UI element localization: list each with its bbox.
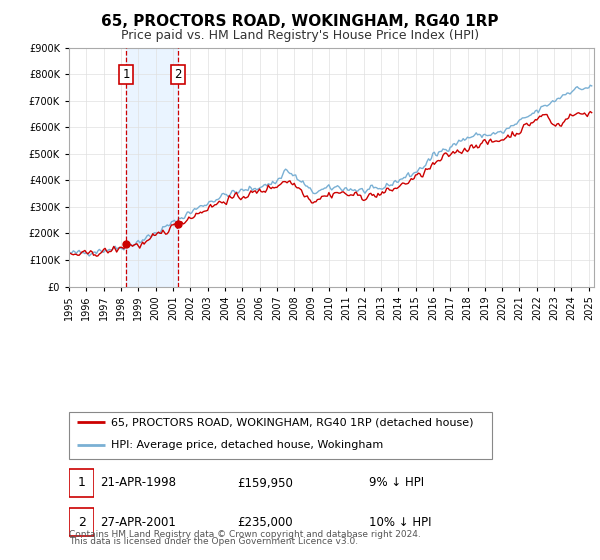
Text: HPI: Average price, detached house, Wokingham: HPI: Average price, detached house, Woki…: [112, 440, 383, 450]
Text: Contains HM Land Registry data © Crown copyright and database right 2024.: Contains HM Land Registry data © Crown c…: [69, 530, 421, 539]
Bar: [126, 48, 178, 287]
FancyBboxPatch shape: [69, 412, 492, 459]
Text: 21-APR-1998: 21-APR-1998: [100, 477, 176, 489]
Text: 2: 2: [175, 68, 182, 81]
Text: 27-APR-2001: 27-APR-2001: [100, 516, 176, 529]
Text: Price paid vs. HM Land Registry's House Price Index (HPI): Price paid vs. HM Land Registry's House …: [121, 29, 479, 42]
Text: 65, PROCTORS ROAD, WOKINGHAM, RG40 1RP: 65, PROCTORS ROAD, WOKINGHAM, RG40 1RP: [101, 14, 499, 29]
Text: £159,950: £159,950: [237, 477, 293, 489]
Text: 65, PROCTORS ROAD, WOKINGHAM, RG40 1RP (detached house): 65, PROCTORS ROAD, WOKINGHAM, RG40 1RP (…: [112, 417, 474, 427]
Text: This data is licensed under the Open Government Licence v3.0.: This data is licensed under the Open Gov…: [69, 537, 358, 546]
FancyBboxPatch shape: [69, 508, 94, 536]
Text: 1: 1: [77, 477, 86, 489]
Text: 9% ↓ HPI: 9% ↓ HPI: [369, 477, 424, 489]
Text: £235,000: £235,000: [237, 516, 293, 529]
FancyBboxPatch shape: [69, 469, 94, 497]
Text: 10% ↓ HPI: 10% ↓ HPI: [369, 516, 431, 529]
Text: 2: 2: [77, 516, 86, 529]
Text: 1: 1: [122, 68, 130, 81]
